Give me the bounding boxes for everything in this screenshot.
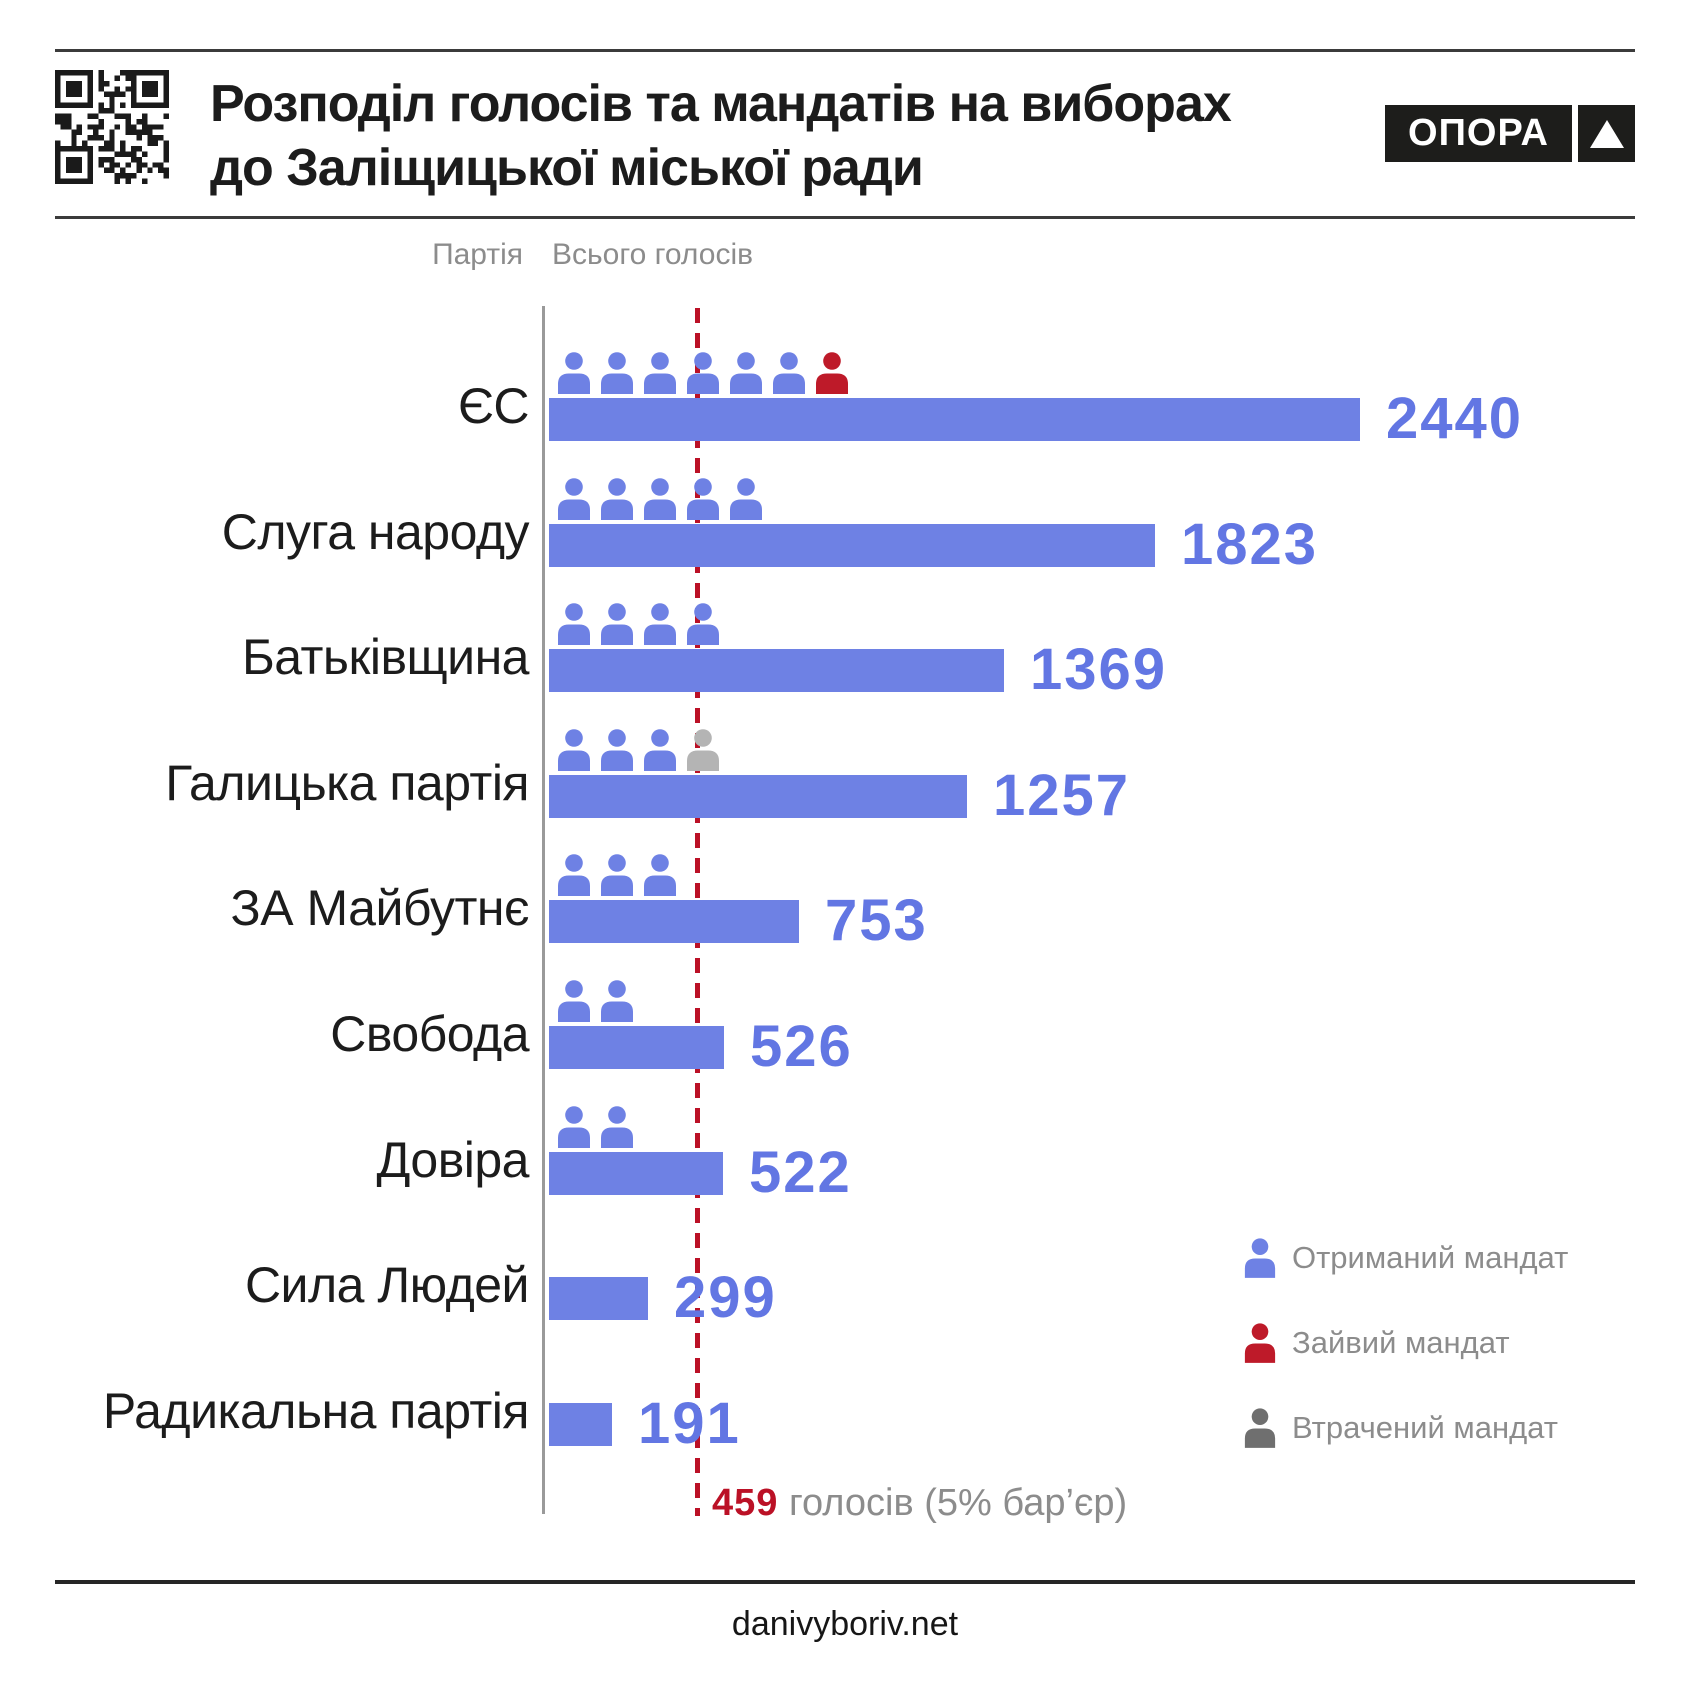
mandate-icons xyxy=(556,727,721,771)
header-divider xyxy=(55,216,1635,219)
party-label: ЗА Майбутнє xyxy=(230,880,530,936)
column-header-votes: Всього голосів xyxy=(552,238,754,271)
threshold-text: голосів (5% бар’єр) xyxy=(778,1482,1128,1524)
party-label: Сила Людей xyxy=(244,1257,530,1313)
legend-label: Втрачений мандат xyxy=(1292,1410,1558,1445)
excess-mandate-icon xyxy=(1244,1323,1276,1363)
vote-bar xyxy=(549,649,1004,692)
mandate-icons xyxy=(556,350,850,394)
received-mandate-icon xyxy=(644,478,676,520)
excess-mandate-icon xyxy=(816,352,848,394)
threshold-label: 459 голосів (5% бар’єр) xyxy=(712,1482,1127,1525)
party-label: ЄС xyxy=(457,378,530,434)
received-mandate-icon xyxy=(601,352,633,394)
received-mandate-icon xyxy=(644,352,676,394)
footer-url: danivyboriv.net xyxy=(731,1605,959,1643)
opora-logo-triangle-icon xyxy=(1578,105,1635,162)
lost-mandate-icon xyxy=(1244,1408,1276,1448)
legend-label: Отриманий мандат xyxy=(1292,1240,1569,1275)
received-mandate-icon xyxy=(773,352,805,394)
received-mandate-icon xyxy=(644,603,676,645)
mandate-icons xyxy=(556,601,721,645)
vote-count: 191 xyxy=(638,1390,741,1456)
party-label: Свобода xyxy=(330,1006,529,1062)
vote-bar xyxy=(549,1277,648,1320)
received-mandate-icon xyxy=(558,478,590,520)
received-mandate-icon xyxy=(687,603,719,645)
legend-item: Зайвий мандат xyxy=(1243,1322,1568,1364)
vote-count: 522 xyxy=(749,1139,852,1205)
vote-bar xyxy=(549,1152,723,1195)
received-mandate-icon xyxy=(558,854,590,896)
vote-bar xyxy=(549,1026,724,1069)
legend-item: Отриманий мандат xyxy=(1243,1237,1568,1279)
party-label: Батьківщина xyxy=(241,629,530,685)
vote-count: 1369 xyxy=(1030,636,1168,702)
top-divider xyxy=(55,49,1635,52)
page-title: Розподіл голосів та мандатів на виборах … xyxy=(210,72,1232,200)
vote-bar xyxy=(549,1403,612,1446)
vote-bar xyxy=(549,524,1155,567)
received-mandate-icon xyxy=(558,1106,590,1148)
received-mandate-icon xyxy=(601,980,633,1022)
received-mandate-icon xyxy=(687,478,719,520)
title-line-2: до Заліщицької міської ради xyxy=(210,139,924,197)
mandate-icons xyxy=(556,852,678,896)
vote-count: 753 xyxy=(825,887,928,953)
title-line-1: Розподіл голосів та мандатів на виборах xyxy=(210,75,1232,133)
received-mandate-icon xyxy=(601,478,633,520)
party-label: Галицька партія xyxy=(165,755,529,811)
received-mandate-icon xyxy=(558,729,590,771)
vote-bar xyxy=(549,900,799,943)
received-mandate-icon xyxy=(644,729,676,771)
received-mandate-icon xyxy=(601,729,633,771)
legend: Отриманий мандат Зайвий мандат Втрачений м… xyxy=(1243,1237,1568,1492)
received-mandate-icon xyxy=(730,352,762,394)
mandate-icons xyxy=(556,476,764,520)
opora-logo-text: ОПОРА xyxy=(1385,105,1572,162)
received-mandate-icon xyxy=(644,854,676,896)
footer-divider xyxy=(55,1580,1635,1584)
received-mandate-icon xyxy=(558,352,590,394)
y-axis-line xyxy=(542,306,545,1514)
column-header-party: Партія xyxy=(432,238,523,271)
received-mandate-icon xyxy=(601,854,633,896)
vote-bar xyxy=(549,398,1360,441)
received-mandate-icon xyxy=(687,352,719,394)
received-mandate-icon xyxy=(558,603,590,645)
opora-logo: ОПОРА xyxy=(1385,105,1635,162)
received-mandate-icon xyxy=(601,603,633,645)
vote-count: 1257 xyxy=(993,762,1131,828)
threshold-value: 459 xyxy=(712,1482,779,1524)
legend-item: Втрачений мандат xyxy=(1243,1407,1568,1449)
received-mandate-icon xyxy=(1244,1238,1276,1278)
vote-bar xyxy=(549,775,967,818)
received-mandate-icon xyxy=(558,980,590,1022)
legend-label: Зайвий мандат xyxy=(1292,1325,1510,1360)
party-label: Радикальна партія xyxy=(102,1383,530,1439)
vote-count: 526 xyxy=(750,1013,853,1079)
vote-count: 2440 xyxy=(1386,385,1524,451)
qr-code-icon xyxy=(55,70,169,184)
received-mandate-icon xyxy=(601,1106,633,1148)
party-label: Довіра xyxy=(376,1132,529,1188)
mandate-icons xyxy=(556,1104,635,1148)
received-mandate-icon xyxy=(730,478,762,520)
party-label: Слуга народу xyxy=(221,504,530,560)
mandate-icons xyxy=(556,978,635,1022)
vote-count: 299 xyxy=(674,1264,777,1330)
vote-count: 1823 xyxy=(1181,511,1319,577)
lost-mandate-icon xyxy=(687,729,719,771)
